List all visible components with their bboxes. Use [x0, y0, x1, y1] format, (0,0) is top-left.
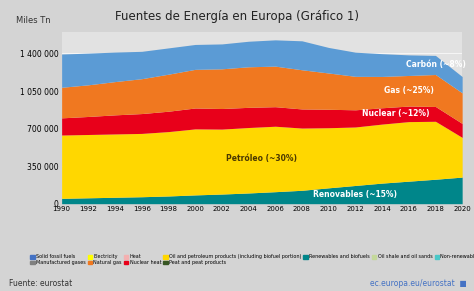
Text: Fuentes de Energía en Europa (Gráfico 1): Fuentes de Energía en Europa (Gráfico 1) — [115, 10, 359, 23]
Text: Miles Tn: Miles Tn — [16, 16, 50, 25]
Text: Nuclear (~12%): Nuclear (~12%) — [362, 109, 429, 118]
Text: Petróleo (~30%): Petróleo (~30%) — [227, 155, 297, 164]
Text: Renovables (~15%): Renovables (~15%) — [313, 190, 397, 199]
Text: Gas (~25%): Gas (~25%) — [384, 86, 434, 95]
Text: Carbón (~8%): Carbón (~8%) — [406, 61, 465, 70]
Text: Fuente: eurostat: Fuente: eurostat — [9, 278, 73, 288]
Legend: Solid fossil fuels, Manufactured gases, Electricity, Natural gas, Heat, Nuclear : Solid fossil fuels, Manufactured gases, … — [28, 253, 474, 267]
Text: ec.europa.eu/eurostat  ■: ec.europa.eu/eurostat ■ — [370, 278, 467, 288]
